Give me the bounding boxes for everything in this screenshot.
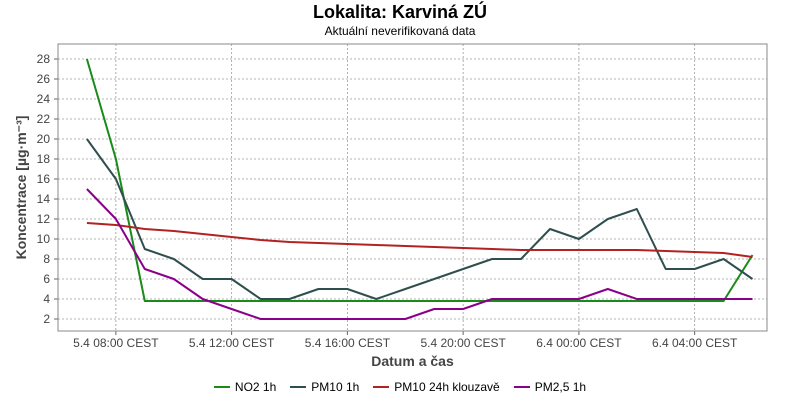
legend-swatch — [213, 386, 230, 388]
x-tick-label: 5.4 12:00 CEST — [189, 336, 275, 350]
y-tick-label: 22 — [37, 112, 51, 126]
y-tick-label: 12 — [37, 212, 51, 226]
y-tick-label: 28 — [37, 52, 51, 66]
legend-swatch — [373, 386, 390, 388]
y-tick-label: 18 — [37, 152, 51, 166]
y-tick-label: 14 — [37, 192, 51, 206]
series-line-1 — [85, 58, 754, 302]
legend-item-4: PM2,5 1h — [513, 380, 587, 394]
x-axis-title: Datum a čas — [371, 353, 454, 369]
legend-item-1: NO2 1h — [213, 380, 277, 394]
series-line-4 — [86, 188, 753, 320]
legend-label: PM2,5 1h — [534, 380, 587, 394]
y-tick-label: 6 — [43, 272, 50, 286]
y-tick-label: 16 — [37, 172, 51, 186]
legend-item-2: PM10 1h — [290, 380, 359, 394]
legend-label: PM10 24h klouzavě — [394, 380, 500, 394]
x-tick-label: 5.4 20:00 CEST — [420, 336, 506, 350]
legend-item-3: PM10 24h klouzavě — [373, 380, 500, 394]
y-tick-label: 2 — [43, 312, 50, 326]
legend-swatch — [513, 386, 530, 388]
chart-subtitle: Aktuální neverifikovaná data — [324, 24, 476, 38]
x-tick-label: 6.4 00:00 CEST — [536, 336, 622, 350]
y-axis-title: Koncentrace [µg·m⁻³] — [13, 116, 29, 260]
y-tick-label: 26 — [37, 72, 51, 86]
x-tick-label: 5.4 16:00 CEST — [305, 336, 391, 350]
plot-border — [57, 43, 768, 332]
chart-legend: NO2 1h PM10 1h PM10 24h klouzavě PM2,5 1h — [0, 380, 800, 394]
x-tick-label: 5.4 08:00 CEST — [73, 336, 159, 350]
y-tick-label: 20 — [37, 132, 51, 146]
legend-label: NO2 1h — [234, 380, 277, 394]
series-line-3 — [86, 222, 753, 258]
y-tick-label: 24 — [37, 92, 51, 106]
y-tick-label: 4 — [43, 292, 50, 306]
plot-area — [58, 44, 767, 331]
chart-title: Lokalita: Karviná ZÚ — [312, 2, 488, 22]
legend-label: PM10 1h — [311, 380, 360, 394]
y-tick-label: 10 — [37, 232, 51, 246]
legend-swatch — [290, 386, 307, 388]
x-tick-label: 6.4 04:00 CEST — [652, 336, 738, 350]
y-tick-label: 8 — [43, 252, 50, 266]
series-line-2 — [86, 138, 754, 300]
